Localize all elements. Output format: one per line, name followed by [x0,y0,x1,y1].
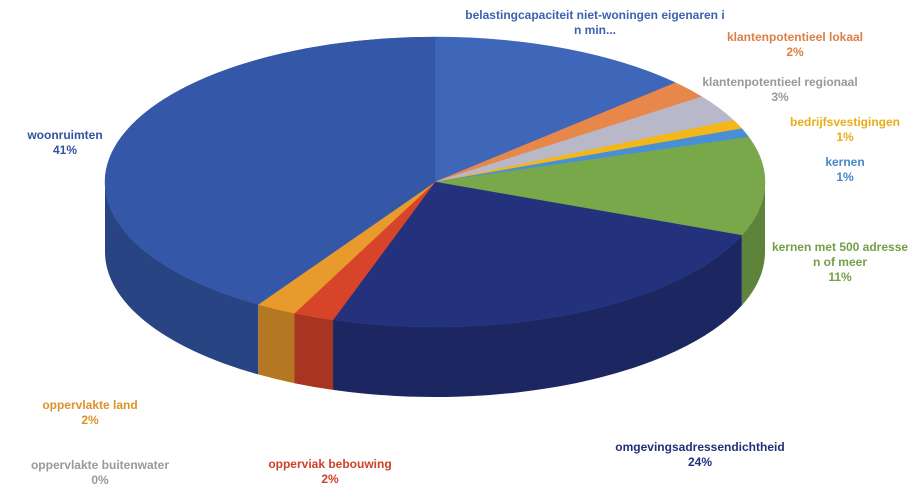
value-label: 0% [91,473,109,487]
value-label: 1% [836,170,854,184]
slice-side [333,235,742,397]
category-label: bedrijfsvestigingen [789,115,901,129]
data-label: klantenpotentieel lokaal 2% [715,30,875,60]
category-label: klantenpotentieel regionaal [702,75,858,89]
data-label: opperviak bebouwing 2% [250,457,410,487]
slice [434,136,766,236]
category-label: kernen met 500 adressen of meer [771,240,909,269]
category-label: oppervlakte buitenwater [30,458,170,472]
value-label: 41% [52,143,78,157]
data-label: oppervlakte buitenwater 0% [0,458,200,488]
slice-side [741,182,765,306]
category-label: opperviak bebouwing [268,457,392,471]
data-label: oppervlakte land 2% [5,398,175,428]
value-label: 1% [836,130,854,144]
category-label: woonruimten [27,128,103,142]
category-label: kernen [825,155,865,169]
category-label: omgevingsadressendichtheid [615,440,785,454]
value-label: 3% [771,90,789,104]
value-label: 2% [321,472,339,486]
data-label: klantenpotentieel regionaal 3% [685,75,875,105]
data-label: woonruimten 41% [5,128,125,158]
data-label: omgevingsadressendichtheid 24% [600,440,800,470]
data-label: bedrijfsvestigingen 1% [770,115,913,145]
slice-side [105,182,259,375]
value-label: 2% [786,45,804,59]
value-label: 2% [81,413,99,427]
category-label: belastingcapaciteit niet-woningen eigena… [465,8,725,37]
category-label: klantenpotentieel lokaal [726,30,864,44]
slice [332,181,743,328]
data-label: belastingcapaciteit niet-woningen eigena… [465,8,725,38]
category-label: oppervlakte land [42,398,138,412]
slice-side [258,304,295,384]
data-label: kernen met 500 adressen of meer 11% [770,240,910,285]
slice-side [294,313,334,390]
slice [434,36,677,183]
data-label: kernen 1% [795,155,895,185]
value-label: 11% [828,270,852,284]
value-label: 24% [687,455,713,469]
slice [104,36,436,305]
